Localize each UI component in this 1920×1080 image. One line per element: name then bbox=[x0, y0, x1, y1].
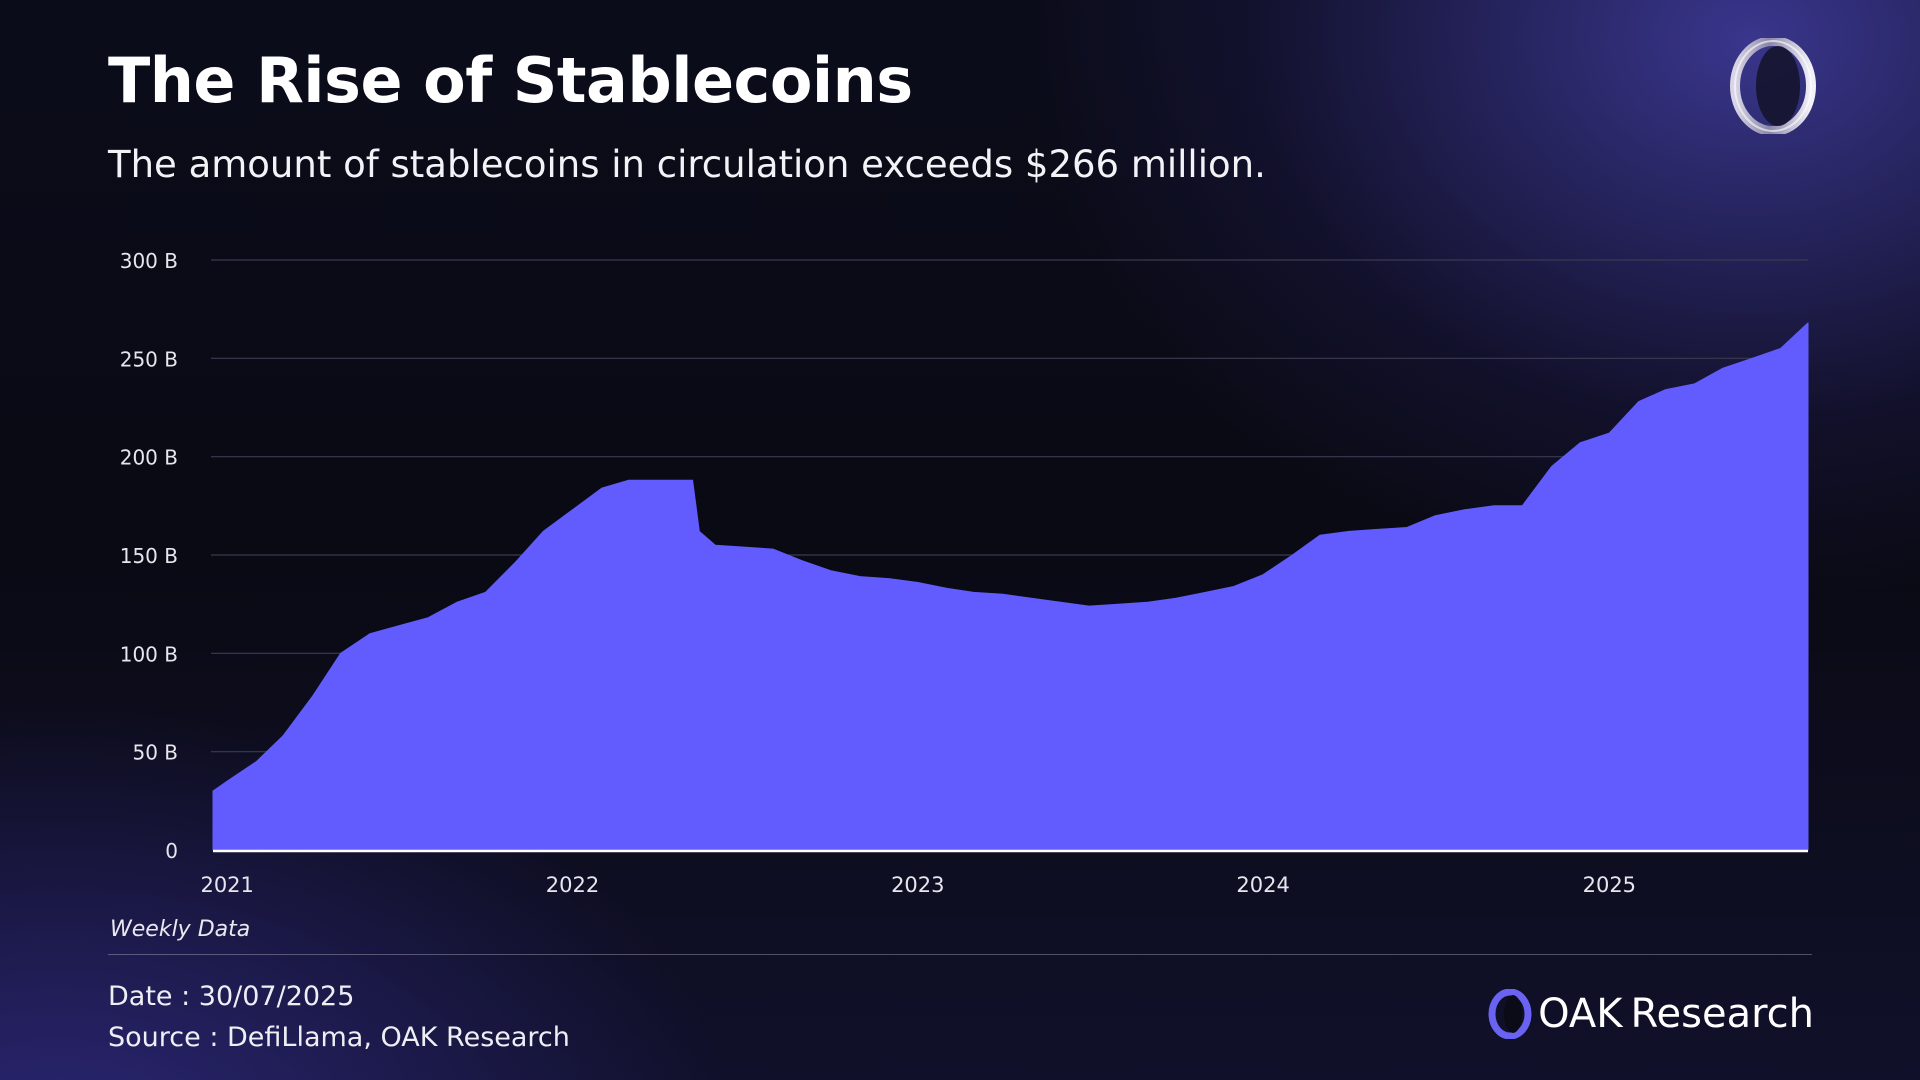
oak-logo-icon bbox=[1488, 989, 1532, 1039]
y-tick-label: 150 B bbox=[120, 544, 178, 568]
y-tick-label: 200 B bbox=[120, 446, 178, 470]
source-label: Source : DefiLlama, OAK Research bbox=[108, 1022, 570, 1053]
y-tick-label: 100 B bbox=[120, 642, 178, 666]
brand-name-light: Research bbox=[1630, 991, 1814, 1037]
page-subtitle: The amount of stablecoins in circulation… bbox=[108, 143, 1266, 186]
data-frequency-note: Weekly Data bbox=[110, 917, 251, 942]
oak-research-brand: OAK Research bbox=[1478, 988, 1814, 1040]
y-tick-label: 0 bbox=[165, 839, 178, 863]
x-tick-label: 2021 bbox=[200, 873, 253, 897]
brand-name-strong: OAK bbox=[1538, 991, 1623, 1037]
x-tick-label: 2024 bbox=[1236, 873, 1289, 897]
y-tick-label: 250 B bbox=[120, 347, 178, 371]
oak-ring-logo-icon bbox=[1730, 38, 1816, 134]
x-tick-label: 2023 bbox=[891, 873, 944, 897]
footer-divider bbox=[108, 954, 1812, 955]
date-label: Date : 30/07/2025 bbox=[108, 981, 355, 1012]
x-tick-label: 2025 bbox=[1583, 873, 1636, 897]
y-tick-label: 300 B bbox=[120, 249, 178, 273]
x-tick-label: 2022 bbox=[546, 873, 599, 897]
y-tick-label: 50 B bbox=[132, 741, 178, 765]
stablecoin-supply-area bbox=[212, 322, 1809, 851]
page-title: The Rise of Stablecoins bbox=[108, 44, 913, 117]
